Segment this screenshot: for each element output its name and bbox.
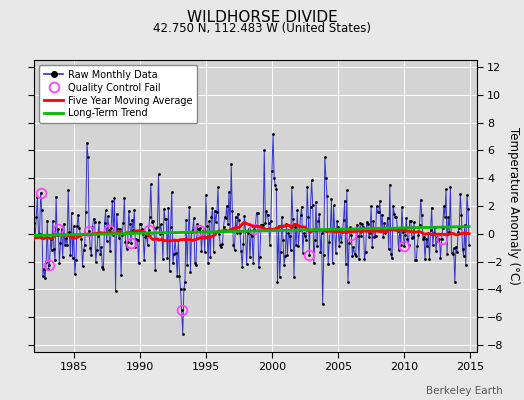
- Text: 42.750 N, 112.483 W (United States): 42.750 N, 112.483 W (United States): [153, 22, 371, 35]
- Y-axis label: Temperature Anomaly (°C): Temperature Anomaly (°C): [507, 127, 520, 285]
- Text: WILDHORSE DIVIDE: WILDHORSE DIVIDE: [187, 10, 337, 25]
- Legend: Raw Monthly Data, Quality Control Fail, Five Year Moving Average, Long-Term Tren: Raw Monthly Data, Quality Control Fail, …: [39, 65, 198, 123]
- Text: Berkeley Earth: Berkeley Earth: [427, 386, 503, 396]
